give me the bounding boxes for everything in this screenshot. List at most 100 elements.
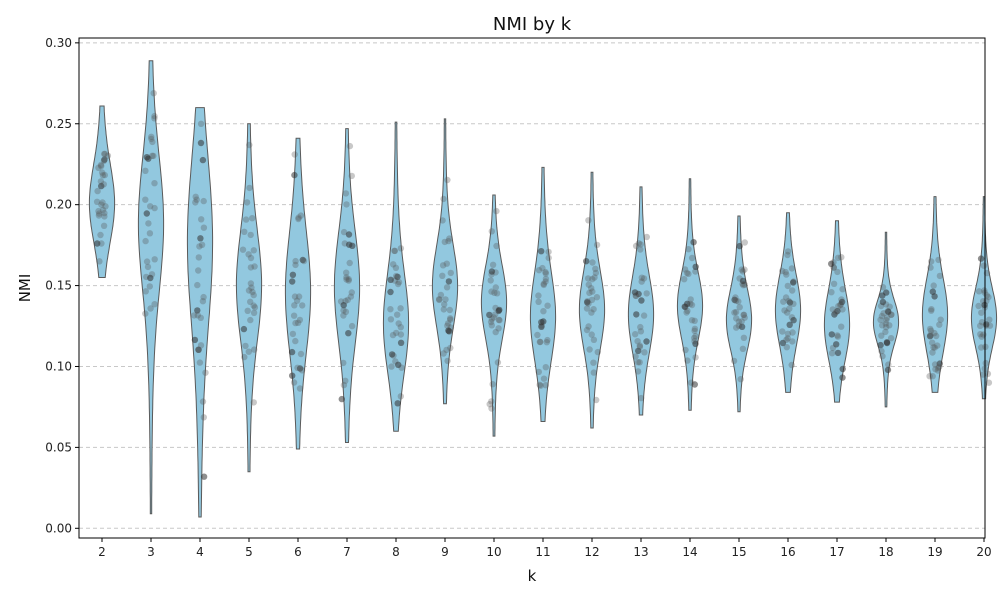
strip-point (636, 342, 643, 349)
strip-point (835, 303, 842, 310)
strip-point (936, 360, 943, 367)
strip-point (590, 306, 597, 313)
strip-point (195, 346, 202, 353)
strip-point (683, 309, 690, 316)
strip-point (444, 322, 451, 329)
strip-point (395, 361, 402, 368)
strip-point (101, 150, 108, 158)
strip-point (200, 224, 208, 231)
strip-point (241, 353, 248, 361)
strip-point (296, 316, 304, 324)
strip-point (634, 338, 641, 345)
strip-point (488, 315, 495, 323)
strip-point (247, 231, 254, 239)
strip-point (781, 307, 788, 314)
strip-point (927, 331, 934, 339)
strip-point (250, 309, 258, 316)
strip-point (978, 344, 985, 351)
strip-point (100, 222, 108, 229)
strip-point (97, 231, 104, 239)
strip-point (493, 242, 500, 250)
strip-point (684, 357, 691, 364)
strip-point (685, 270, 692, 278)
strip-point (142, 310, 149, 317)
strip-point (975, 302, 982, 310)
strip-point (245, 348, 252, 355)
strip-point (147, 305, 154, 312)
strip-point (199, 156, 207, 164)
strip-point (884, 366, 892, 374)
strip-point (885, 361, 892, 368)
strip-point (445, 327, 452, 334)
strip-point (395, 278, 403, 286)
strip-point (489, 261, 497, 268)
strip-point (447, 316, 454, 323)
strip-point (102, 203, 109, 210)
strip-point (397, 324, 404, 331)
strip-point (95, 210, 103, 217)
strip-point (101, 150, 109, 158)
strip-point (98, 182, 105, 190)
strip-point (839, 374, 846, 381)
strip-point (297, 350, 305, 358)
strip-point (392, 272, 400, 280)
strip-point (244, 307, 251, 314)
strip-point (883, 339, 891, 347)
strip-point (151, 180, 158, 187)
strip-point (585, 217, 592, 224)
strip-point (782, 294, 790, 301)
strip-point (240, 325, 248, 333)
strip-point (394, 311, 401, 318)
strip-point (637, 323, 644, 331)
strip-point (389, 331, 397, 339)
strip-point (779, 339, 787, 347)
strip-point (687, 296, 694, 303)
strip-point (688, 317, 696, 324)
strip-point (97, 178, 105, 185)
strip-point (636, 359, 643, 366)
x-tick-label: 6 (294, 545, 302, 559)
strip-point (200, 473, 208, 480)
strip-point (95, 207, 102, 215)
strip-point (247, 264, 255, 271)
strip-point (586, 346, 593, 353)
strip-point (879, 298, 887, 306)
violin-k-6 (284, 137, 312, 450)
strip-point (346, 142, 354, 150)
strip-point (197, 235, 204, 242)
strip-point (536, 381, 543, 388)
strip-point (143, 210, 150, 217)
strip-point (292, 257, 299, 265)
strip-point (488, 268, 496, 275)
strip-point (447, 344, 454, 352)
strip-point (251, 263, 258, 270)
strip-point (200, 293, 207, 301)
strip-point (739, 277, 747, 285)
strip-point (99, 199, 106, 206)
strip-point (343, 269, 350, 276)
strip-point (197, 120, 205, 128)
strip-point (685, 246, 692, 253)
strip-point (887, 335, 895, 342)
strip-point (790, 317, 797, 324)
strip-point (542, 270, 549, 277)
strip-point (736, 304, 743, 311)
strip-point (487, 318, 495, 326)
strip-point (632, 331, 639, 338)
strip-point (834, 349, 842, 357)
strip-point (784, 251, 791, 259)
strip-point (242, 216, 250, 223)
strip-point (731, 309, 738, 316)
strip-point (441, 301, 448, 308)
strip-point (838, 254, 845, 261)
strip-point (445, 278, 453, 285)
violin-k-10 (480, 194, 508, 437)
strip-point (246, 184, 253, 192)
strip-point (94, 240, 101, 247)
strip-point (440, 195, 447, 203)
strip-point (929, 349, 936, 356)
strip-point (440, 350, 447, 357)
strip-point (486, 401, 493, 408)
strip-point (143, 258, 151, 265)
strip-point (340, 359, 347, 367)
